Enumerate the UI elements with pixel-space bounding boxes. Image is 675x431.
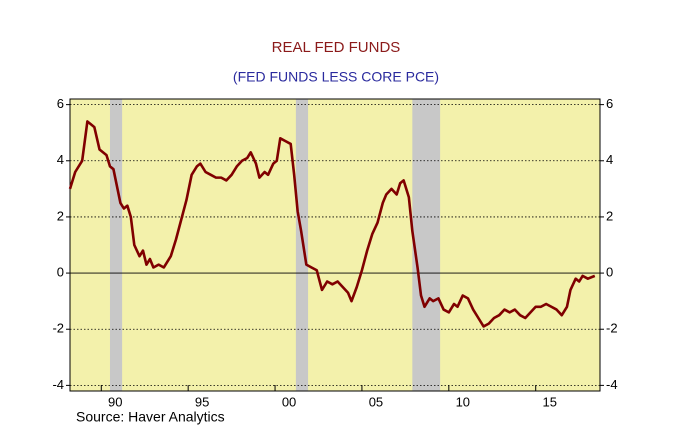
y2-tick-label: 0 <box>606 265 613 280</box>
y2-tick-label: -2 <box>606 321 618 336</box>
y2-tick-label: 4 <box>606 152 613 167</box>
series-line <box>68 120 596 328</box>
x-tick-label: 90 <box>108 394 122 409</box>
x-tick-label: 00 <box>282 394 296 409</box>
y-tick-label: 4 <box>57 152 64 167</box>
y-tick-label: -4 <box>52 377 64 392</box>
source: Source: Haver Analytics <box>76 409 225 425</box>
y-tick-label: 2 <box>57 208 64 223</box>
chart-subtitle: (FED FUNDS LESS CORE PCE) <box>233 69 439 85</box>
y-tick-label: 0 <box>57 265 64 280</box>
plot-area <box>70 99 600 391</box>
y-tick-label: 6 <box>57 96 64 111</box>
x-tick-label: 95 <box>195 394 209 409</box>
y2-tick-label: 2 <box>606 208 613 223</box>
recession-band <box>412 99 441 391</box>
x-tick-label: 15 <box>542 394 556 409</box>
y2-tick-label: 6 <box>606 96 613 111</box>
recession-band <box>109 99 123 391</box>
y2-tick-label: -4 <box>606 377 618 392</box>
chart-title: REAL FED FUNDS <box>272 39 401 56</box>
y-tick-label: -2 <box>52 321 64 336</box>
x-tick-label: 05 <box>369 394 383 409</box>
plot-frame <box>69 98 601 392</box>
x-tick-label: 10 <box>456 394 470 409</box>
